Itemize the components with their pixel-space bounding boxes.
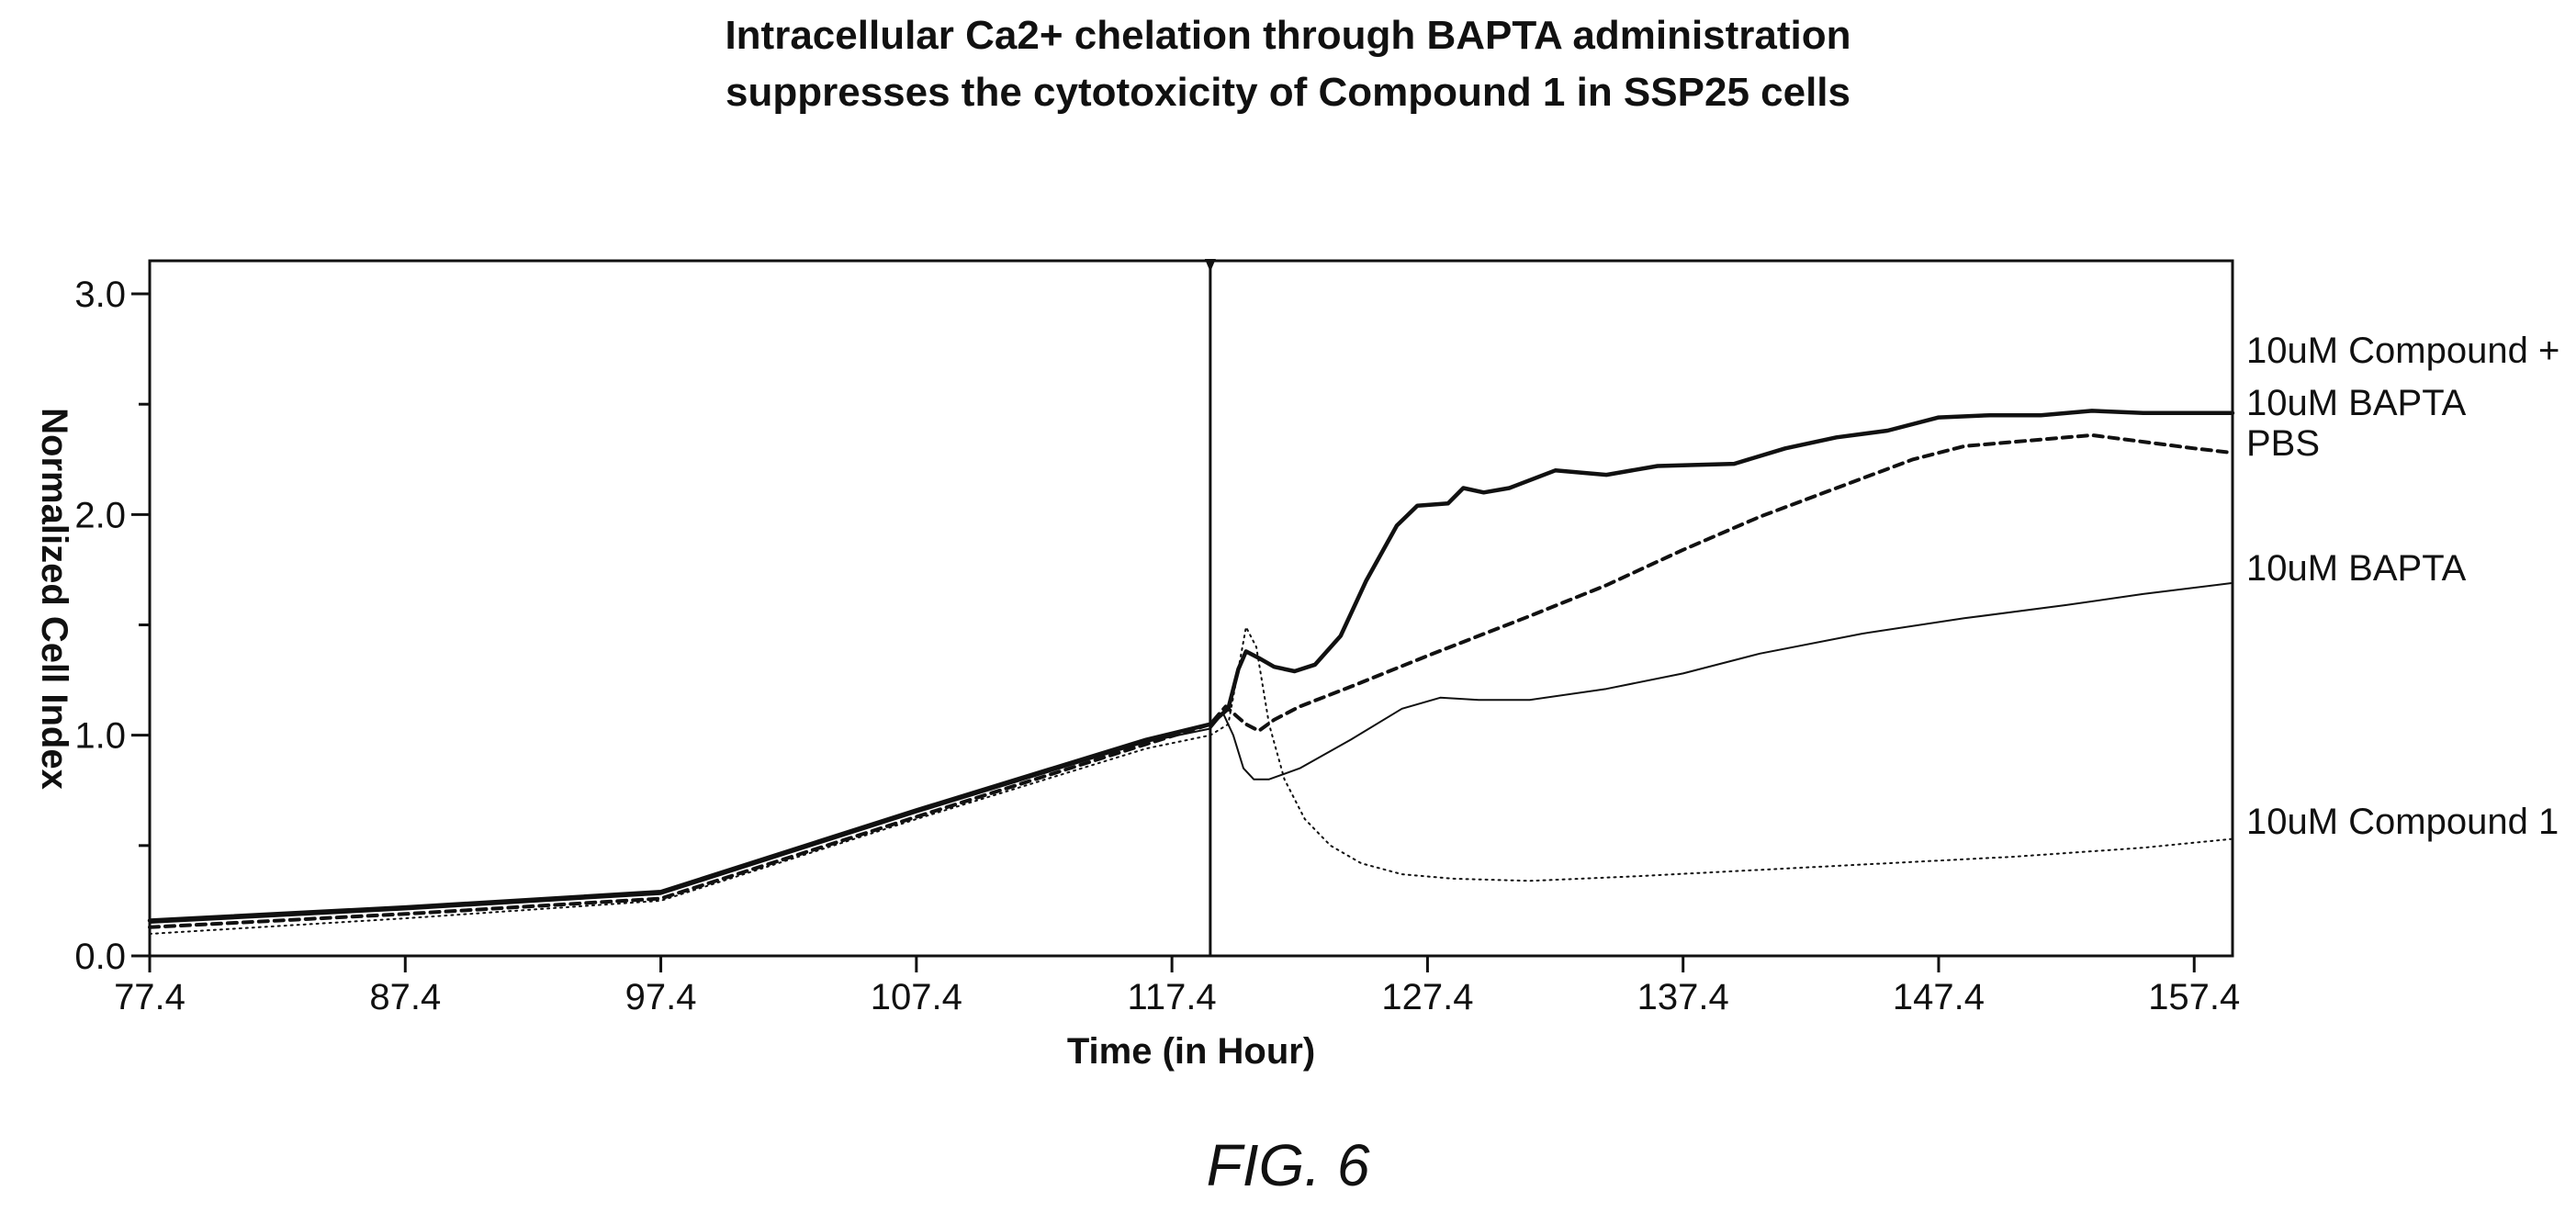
- figure-label: FIG. 6: [1206, 1132, 1370, 1198]
- x-axis-label: Time (in Hour): [1067, 1031, 1315, 1072]
- chart-title: Intracellular Ca2+ chelation through BAP…: [725, 13, 1851, 58]
- x-tick-label: 147.4: [1893, 977, 1985, 1017]
- chart-subtitle: suppresses the cytotoxicity of Compound …: [726, 70, 1850, 115]
- plot-frame: [148, 259, 2234, 958]
- series-label: 10uM BAPTA: [2246, 548, 2467, 589]
- y-tick-label: 3.0: [74, 275, 126, 315]
- x-tick-label: 157.4: [2148, 977, 2240, 1017]
- x-axis: 77.4 87.4 97.4 107.4 117.4 127.4 137.4 147.4 157…: [114, 956, 2240, 1017]
- x-tick-label: 107.4: [871, 977, 962, 1017]
- x-tick-label: 77.4: [114, 977, 186, 1017]
- series-line-2: [148, 432, 2234, 929]
- x-tick-label: 127.4: [1381, 977, 1473, 1017]
- y-tick-label: 1.0: [74, 716, 126, 757]
- series-line-3: [149, 581, 2233, 924]
- series-label: 10uM Compound 1: [2246, 802, 2559, 842]
- x-tick-label: 97.4: [625, 977, 697, 1017]
- series-lines: [147, 409, 2235, 935]
- y-axis: 0.0 1.0 2.0 3.0: [74, 275, 150, 977]
- x-tick-label: 87.4: [369, 977, 441, 1017]
- y-tick-label: 2.0: [74, 495, 126, 535]
- y-tick-label: 0.0: [74, 937, 126, 977]
- time-marker-arrow: [1204, 259, 1216, 272]
- time-marker: [1204, 259, 1216, 956]
- y-axis-label: Normalized Cell Index: [34, 408, 74, 790]
- x-tick-label: 117.4: [1128, 977, 1217, 1017]
- series-label: PBS: [2246, 423, 2320, 464]
- series-line-4: [149, 625, 2233, 935]
- x-tick-label: 137.4: [1637, 977, 1729, 1017]
- series-label: 10uM Compound +: [2246, 331, 2559, 371]
- series-label: 10uM BAPTA: [2246, 383, 2467, 423]
- series-line-1: [147, 409, 2235, 923]
